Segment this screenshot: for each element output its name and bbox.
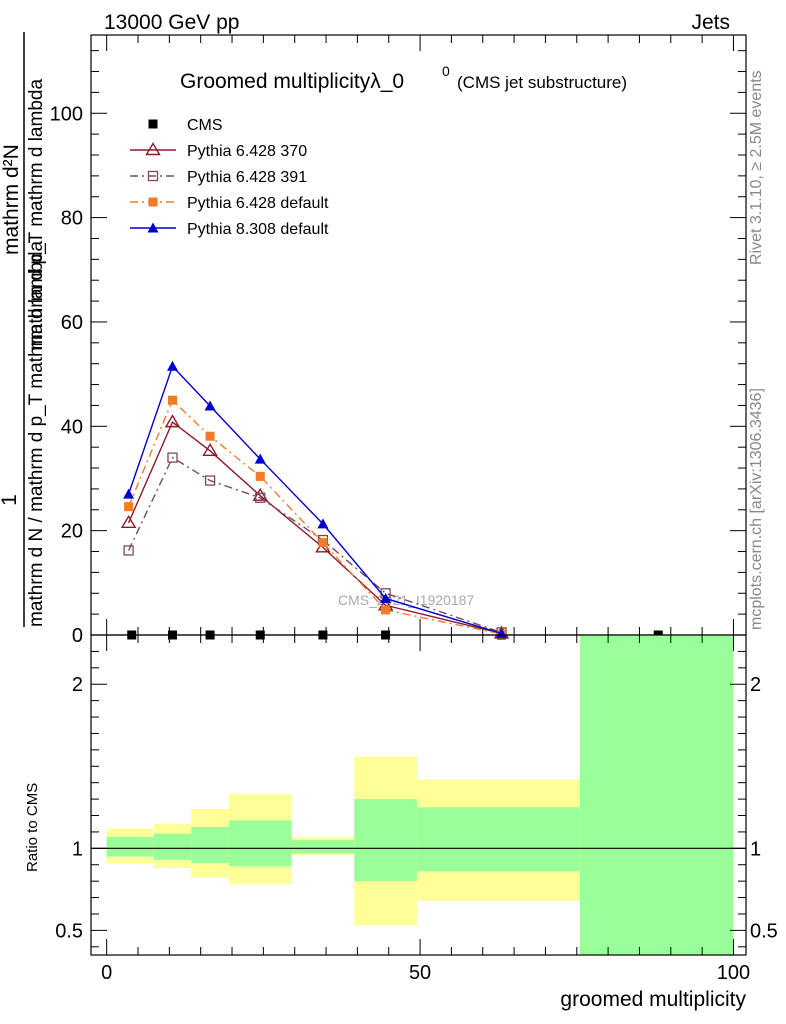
legend-label-3: Pythia 6.428 default [187, 195, 329, 212]
data-point-2-0 [123, 545, 134, 556]
data-point-4-1 [166, 360, 178, 371]
main-y-tick-label: 0 [72, 625, 83, 647]
title-superscript: 0 [442, 63, 450, 79]
ylabel-numerator: 1 [0, 494, 21, 506]
legend-marker-0 [148, 119, 158, 129]
x-tick-label: 100 [717, 962, 750, 984]
legend-marker-2 [147, 170, 159, 182]
main-y-tick-label: 60 [61, 312, 83, 334]
ylabel-numerator-right: mathrm d²N [0, 144, 23, 255]
data-point-3-0 [124, 502, 134, 512]
ratio-band-inner-2 [191, 827, 229, 864]
ratio-band-inner-0 [106, 836, 154, 857]
ratio-band-inner-5 [354, 799, 417, 882]
legend-entry-3: Pythia 6.428 default [130, 195, 329, 212]
legend-marker-4 [147, 222, 159, 233]
data-point-2-2 [204, 475, 216, 486]
legend-entry-1: Pythia 6.428 370 [130, 142, 307, 160]
data-point-4-3 [254, 453, 266, 464]
ratio-band-inner-1 [153, 833, 192, 860]
ratio-band-inner-6 [416, 807, 580, 872]
data-point-3-4 [318, 538, 328, 548]
ratio-y-tick-label-right: 0.5 [750, 920, 778, 942]
ratio-y-tick-label: 2 [72, 674, 83, 696]
legend-marker-1 [145, 142, 161, 156]
series-line-1 [127, 421, 502, 635]
x-tick-label: 0 [101, 962, 112, 984]
main-plot-series [120, 360, 663, 640]
main-y-axis-label: 1 mathrm d N / mathrm d p_T mathrm d lam… [0, 32, 47, 627]
data-point-4-4 [317, 518, 329, 529]
legend-entry-2: Pythia 6.428 391 [130, 169, 307, 186]
title-main: Groomed multiplicityλ_0 [180, 70, 404, 93]
series-4 [123, 360, 508, 638]
series-2 [123, 452, 507, 638]
data-point-2-1 [167, 452, 178, 463]
data-point-1-1 [164, 414, 181, 428]
data-point-4-2 [204, 400, 216, 411]
data-point-1-0 [120, 514, 137, 529]
ylabel-denominator: mathrm d N / mathrm d p_T mathrm d lambd… [26, 240, 47, 627]
legend-entry-0: CMS [148, 117, 223, 134]
legend-label-1: Pythia 6.428 370 [187, 143, 307, 160]
x-axis-label: groomed multiplicity [560, 988, 746, 1011]
main-y-tick-label: 40 [61, 416, 83, 438]
data-point-1-2 [202, 442, 218, 457]
data-point-4-0 [123, 488, 135, 499]
header-left-label: 13000 GeV pp [104, 11, 239, 34]
ratio-plot-bands [91, 635, 746, 955]
ylabel-denominator-right: mathrm d p_T mathrm d lambda [26, 79, 47, 350]
legend-marker-3 [148, 197, 158, 207]
header-right-label: Jets [691, 11, 730, 34]
ratio-band-inner-4 [291, 840, 355, 854]
mcplots-source-label: mcplots.cern.ch [arXiv:1306.3436] [748, 388, 765, 630]
ratio-y-tick-label-right: 2 [750, 674, 761, 696]
ratio-plot-axes: 0.5 0.5 1 1 2 2 0 50 100 [55, 634, 778, 984]
main-plot-title: Groomed multiplicityλ_0 0 (CMS jet subst… [180, 63, 627, 93]
ratio-y-axis-label: Ratio to CMS [24, 783, 41, 872]
series-line-2 [127, 456, 502, 634]
legend: CMS Pythia 6.428 370 Pythia 6.428 391 Pythi… [130, 117, 329, 238]
title-subtitle: (CMS jet substructure) [457, 73, 627, 92]
data-point-3-1 [167, 395, 177, 405]
main-y-tick-label: 80 [61, 208, 83, 230]
ratio-band-inner-3 [228, 820, 292, 867]
data-point-4-5 [380, 592, 392, 603]
legend-entry-4: Pythia 8.308 default [130, 221, 329, 238]
legend-label-4: Pythia 8.308 default [187, 221, 329, 238]
data-point-3-2 [205, 431, 215, 441]
ratio-y-tick-label: 0.5 [55, 920, 83, 942]
ratio-y-tick-label-right: 1 [750, 838, 761, 860]
data-point-1-3 [252, 487, 268, 501]
x-tick-label: 50 [409, 962, 431, 984]
ratio-band-inner-7 [579, 635, 734, 955]
legend-label-2: Pythia 6.428 391 [187, 169, 307, 186]
rivet-version-label: Rivet 3.1.10, ≥ 2.5M events [748, 70, 765, 265]
data-point-2-3 [255, 492, 266, 503]
ratio-plot-frame [90, 634, 747, 956]
legend-label-0: CMS [187, 117, 223, 134]
main-y-tick-label: 100 [50, 103, 83, 125]
main-y-tick-label: 20 [61, 521, 83, 543]
ratio-y-tick-label: 1 [72, 838, 83, 860]
data-point-3-3 [255, 471, 265, 481]
data-point-3-5 [381, 605, 391, 615]
